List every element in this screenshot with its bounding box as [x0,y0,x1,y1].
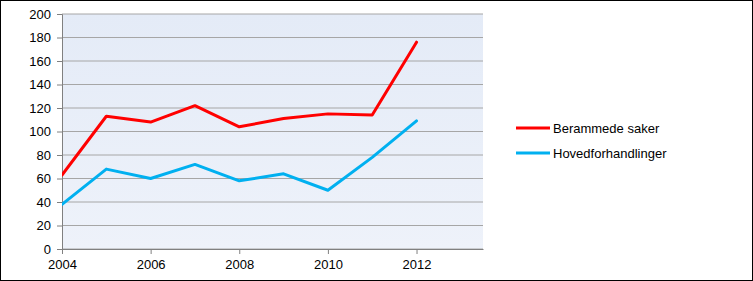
y-tick-label: 200 [29,7,51,22]
x-tick-mark [62,249,63,254]
series-lines [62,42,417,204]
y-tick-label: 160 [29,54,51,69]
x-axis-line [63,249,484,250]
y-tick-label: 80 [37,148,51,163]
y-tick-label: 40 [37,195,51,210]
x-tick-label: 2006 [137,257,166,272]
grid [62,14,483,249]
grid-line [62,131,483,132]
y-axis: 0 20 40 60 80 100 120 140 160 180 200 [29,7,62,257]
grid-line [62,61,483,62]
y-tick-label: 120 [29,101,51,116]
legend-label: Berammede saker [553,121,660,136]
y-tick: 160 [29,54,62,69]
series-line [62,121,417,204]
grid-line [62,37,483,38]
x-axis: 2004 2006 2008 2010 2012 [48,249,483,272]
x-tick: 2006 [137,249,166,272]
x-tick-mark [151,249,152,254]
grid-line [62,225,483,226]
y-tick-mark [57,226,62,227]
y-tick-label: 60 [37,171,51,186]
y-tick: 0 [44,242,62,257]
grid-line [62,14,483,15]
y-tick-mark [57,202,62,203]
y-tick: 20 [37,218,62,233]
y-tick-mark [57,132,62,133]
y-tick-mark [57,249,62,250]
y-tick-mark [57,155,62,156]
y-tick: 60 [37,171,62,186]
x-tick-mark [417,249,418,254]
y-tick-label: 180 [29,30,51,45]
x-tick-mark [239,249,240,254]
y-tick-label: 140 [29,77,51,92]
grid-line [62,249,483,250]
x-tick: 2004 [48,249,77,272]
x-tick-label: 2004 [48,257,77,272]
legend-swatch [516,152,550,155]
y-tick: 180 [29,30,62,45]
chart-border [1,1,753,281]
plot-background [62,14,483,249]
grid-line [62,84,483,85]
x-tick: 2010 [314,249,343,272]
grid-line [62,202,483,203]
legend-label: Hovedforhandlinger [553,146,667,161]
y-tick-mark [57,38,62,39]
y-tick-label: 20 [37,218,51,233]
grid-line [62,155,483,156]
x-tick-label: 2008 [225,257,254,272]
y-tick: 80 [37,148,62,163]
y-axis-line [57,15,63,250]
chart: 0204060801001201401601802002004200620082… [0,0,753,281]
x-tick: 2012 [403,249,432,272]
y-tick: 200 [29,7,62,22]
y-tick-mark [57,179,62,180]
y-tick-mark [57,108,62,109]
y-tick-mark [57,61,62,62]
grid-line [62,178,483,179]
series-line [62,42,417,175]
y-tick-mark [57,85,62,86]
y-tick: 100 [29,124,62,139]
x-tick-label: 2010 [314,257,343,272]
y-tick-label: 0 [44,242,51,257]
y-tick-mark [57,14,62,15]
x-tick: 2008 [225,249,254,272]
legend-swatch [516,127,550,130]
grid-line [62,108,483,109]
legend: Berammede saker Hovedforhandlinger [516,121,667,161]
plot: 0204060801001201401601802002004200620082… [29,7,483,273]
y-tick: 140 [29,77,62,92]
x-tick-mark [328,249,329,254]
y-tick: 120 [29,101,62,116]
y-tick: 40 [37,195,62,210]
x-tick-label: 2012 [403,257,432,272]
y-tick-label: 100 [29,124,51,139]
